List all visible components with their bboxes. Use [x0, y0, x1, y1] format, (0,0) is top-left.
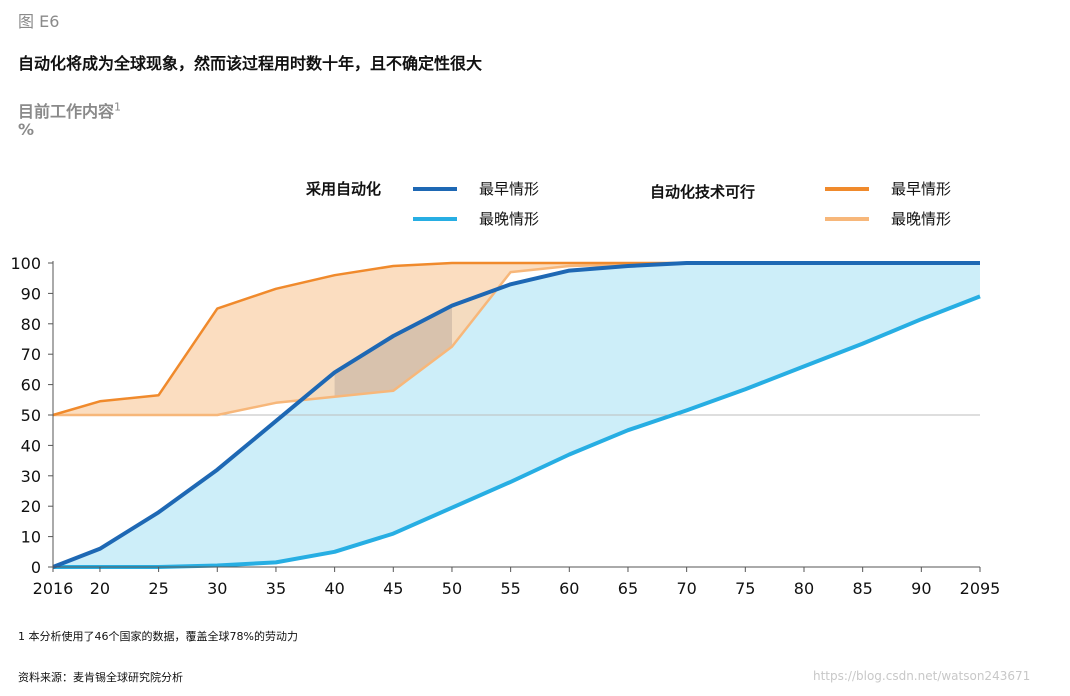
- source-note: 资料来源：麦肯锡全球研究院分析: [18, 671, 183, 684]
- x-tick-label: 2095: [960, 579, 1001, 598]
- y-axis-label: 目前工作内容1: [18, 98, 121, 122]
- tech-range-area: [53, 263, 980, 415]
- legend-label-adopt-late: 最晚情形: [479, 210, 540, 228]
- overlap-area: [334, 305, 452, 397]
- y-tick-label: 0: [31, 558, 41, 577]
- y-tick-label: 60: [21, 376, 41, 395]
- legend-item-adopt-early: 最早情形: [413, 178, 539, 199]
- legend-group-adoption: 采用自动化: [306, 180, 382, 198]
- y-tick-label: 30: [21, 467, 41, 486]
- y-axis-unit: %: [18, 120, 35, 139]
- legend-item-tech-early: 最早情形: [825, 178, 951, 199]
- watermark: https://blog.csdn.net/watson243671: [813, 669, 1031, 683]
- y-tick-label: 10: [21, 528, 41, 547]
- x-tick-label: 80: [794, 579, 814, 598]
- y-tick-label: 100: [10, 254, 41, 273]
- x-tick-label: 60: [559, 579, 579, 598]
- y-tick-label: 90: [21, 284, 41, 303]
- figure-label: 图 E6: [18, 12, 60, 31]
- x-tick-label: 30: [207, 579, 227, 598]
- y-tick-label: 40: [21, 436, 41, 455]
- y-axis-label-footnote-mark: 1: [114, 100, 122, 114]
- x-tick-label: 20: [90, 579, 110, 598]
- x-tick-label: 90: [911, 579, 931, 598]
- y-tick-label: 50: [21, 406, 41, 425]
- line-adoption-earliest: [52, 261, 980, 569]
- legend-swatch-tech-late: [825, 216, 869, 221]
- legend-label-tech-early: 最早情形: [891, 180, 952, 198]
- x-tick-label: 50: [442, 579, 462, 598]
- legend-item-adopt-late: 最晚情形: [413, 208, 539, 229]
- legend-group-tech: 自动化技术可行: [650, 183, 756, 201]
- chart-title: 自动化将成为全球现象，然而该过程用时数十年，且不确定性很大: [18, 54, 483, 73]
- y-tick-label: 20: [21, 497, 41, 516]
- x-tick-label: 25: [148, 579, 168, 598]
- legend-swatch-adopt-early: [413, 186, 457, 191]
- footnote: 1 本分析使用了46个国家的数据，覆盖全球78%的劳动力: [18, 630, 298, 643]
- legend-label-tech-late: 最晚情形: [891, 210, 952, 228]
- x-tick-label: 40: [324, 579, 344, 598]
- legend-label-adopt-early: 最早情形: [479, 180, 540, 198]
- y-axis-label-text: 目前工作内容: [18, 102, 115, 121]
- x-tick-label: 75: [735, 579, 755, 598]
- line-adoption-latest: [53, 294, 981, 569]
- x-tick-label: 35: [266, 579, 286, 598]
- legend-swatch-tech-early: [825, 186, 869, 191]
- x-tick-label: 2016: [33, 579, 74, 598]
- y-tick-label: 80: [21, 315, 41, 334]
- x-tick-label: 85: [852, 579, 872, 598]
- x-tick-label: 45: [383, 579, 403, 598]
- legend-swatch-adopt-late: [413, 216, 457, 221]
- legend-item-tech-late: 最晚情形: [825, 208, 951, 229]
- x-tick-label: 55: [500, 579, 520, 598]
- x-tick-label: 65: [618, 579, 638, 598]
- x-tick-label: 70: [676, 579, 696, 598]
- y-tick-label: 70: [21, 345, 41, 364]
